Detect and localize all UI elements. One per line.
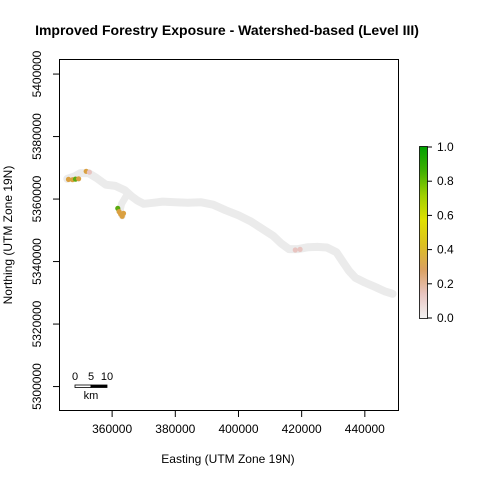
x-axis-label: Easting (UTM Zone 19N) [161, 452, 294, 466]
y-tick-label: 5300000 [30, 363, 44, 410]
y-tick-label: 5360000 [30, 175, 44, 222]
exposure-cell [292, 247, 298, 253]
legend: 0.0 0.2 0.4 0.6 0.8 1.0 [419, 140, 454, 325]
exposure-cell [86, 169, 92, 175]
map-layer [63, 168, 397, 298]
exposure-cell [120, 210, 127, 216]
legend-tick-label: 1.0 [437, 140, 454, 154]
x-tick-label: 420000 [282, 422, 322, 436]
y-tick-label: 5340000 [30, 238, 44, 285]
x-tick-label: 400000 [218, 422, 258, 436]
x-tick-label: 360000 [92, 422, 132, 436]
scale-bar-segment-black [90, 384, 108, 388]
legend-tick-label: 0.0 [437, 311, 454, 325]
legend-tick-label: 0.2 [437, 277, 454, 291]
legend-ticks: 0.0 0.2 0.4 0.6 0.8 1.0 [427, 140, 454, 325]
plot-frame [59, 59, 399, 411]
legend-tick-label: 0.6 [437, 208, 454, 222]
x-tick-label: 440000 [345, 422, 385, 436]
scale-bar-label-10: 10 [101, 371, 113, 383]
scale-bar-unit: km [84, 390, 99, 402]
y-tick-label: 5400000 [30, 50, 44, 97]
legend-tick-label: 0.8 [437, 174, 454, 188]
scale-bar: 0 5 10 km [72, 371, 113, 402]
legend-colorbar [419, 146, 428, 319]
legend-tick-label: 0.4 [437, 243, 454, 257]
x-axis: 360000 380000 400000 420000 440000 [92, 410, 385, 436]
y-axis: 5300000 5320000 5340000 5360000 5380000 54000… [30, 50, 60, 410]
watershed-reach [63, 169, 397, 298]
scale-bar-label-5: 5 [88, 371, 94, 383]
y-tick-label: 5320000 [30, 300, 44, 347]
exposure-cell [297, 246, 303, 252]
exposure-cell [76, 176, 82, 182]
scale-bar-segment-white [74, 384, 92, 388]
y-tick-label: 5380000 [30, 113, 44, 160]
map-title: Improved Forestry Exposure - Watershed-b… [35, 22, 419, 38]
scale-bar-label-0: 0 [72, 371, 78, 383]
x-tick-label: 380000 [155, 422, 195, 436]
y-axis-label: Northing (UTM Zone 19N) [1, 166, 15, 305]
exposure-cell [65, 176, 72, 182]
